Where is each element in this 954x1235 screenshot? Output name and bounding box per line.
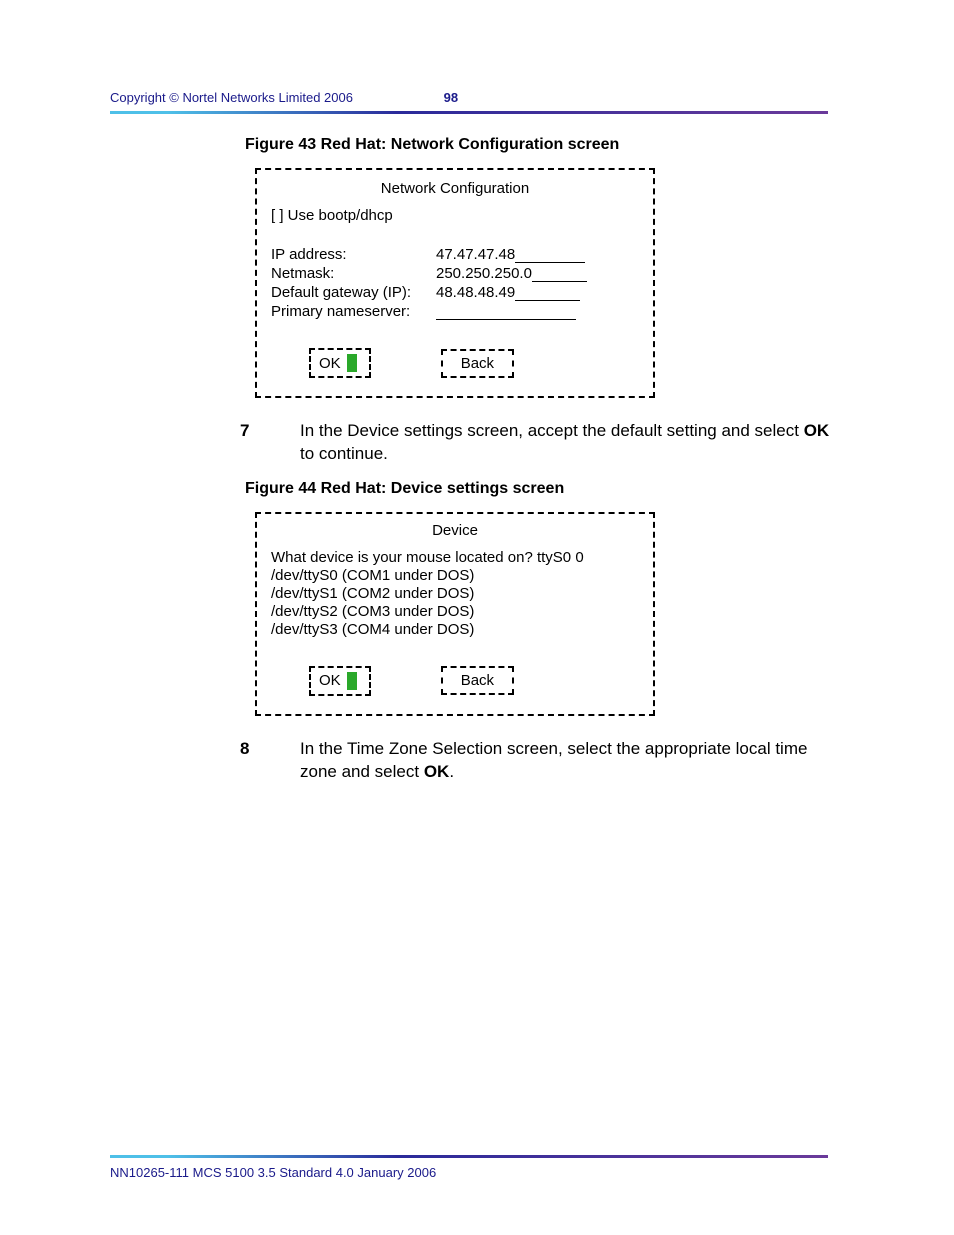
ip-label: IP address:	[271, 246, 436, 263]
device-option-2[interactable]: /dev/ttyS2 (COM3 under DOS)	[271, 603, 639, 620]
page-header: Copyright © Nortel Networks Limited 2006…	[110, 90, 844, 105]
figure-43-caption: Figure 43 Red Hat: Network Configuration…	[245, 136, 844, 154]
device-question: What device is your mouse located on? tt…	[271, 549, 639, 566]
gateway-row: Default gateway (IP): 48.48.48.49	[271, 284, 639, 301]
step-7: 7 In the Device settings screen, accept …	[240, 420, 844, 466]
ok-button[interactable]: OK	[309, 348, 371, 378]
gateway-label: Default gateway (IP):	[271, 284, 436, 301]
netmask-value[interactable]: 250.250.250.0	[436, 265, 587, 282]
cursor-icon	[347, 354, 357, 372]
device-option-3[interactable]: /dev/ttyS3 (COM4 under DOS)	[271, 621, 639, 638]
ip-value[interactable]: 47.47.47.48	[436, 246, 585, 263]
nameserver-row: Primary nameserver:	[271, 303, 639, 320]
page-number: 98	[444, 90, 458, 105]
ip-address-row: IP address: 47.47.47.48	[271, 246, 639, 263]
ok-label-device: OK	[319, 672, 341, 689]
bootp-checkbox-row[interactable]: [ ] Use bootp/dhcp	[271, 207, 639, 224]
dialog-buttons: OK Back	[309, 348, 639, 378]
netmask-row: Netmask: 250.250.250.0	[271, 265, 639, 282]
cursor-icon	[347, 672, 357, 690]
ok-label: OK	[319, 355, 341, 372]
device-settings-dialog: Device What device is your mouse located…	[255, 512, 655, 716]
dialog-title: Network Configuration	[271, 180, 639, 197]
dialog-title-device: Device	[271, 522, 639, 539]
netmask-label: Netmask:	[271, 265, 436, 282]
network-config-dialog: Network Configuration [ ] Use bootp/dhcp…	[255, 168, 655, 398]
back-button-device[interactable]: Back	[441, 666, 514, 695]
device-option-0[interactable]: /dev/ttyS0 (COM1 under DOS)	[271, 567, 639, 584]
footer-rule	[110, 1155, 828, 1158]
device-dialog-buttons: OK Back	[309, 666, 639, 696]
footer-text: NN10265-111 MCS 5100 3.5 Standard 4.0 Ja…	[110, 1165, 436, 1180]
step-8-number: 8	[240, 738, 300, 784]
back-button[interactable]: Back	[441, 349, 514, 378]
step-8: 8 In the Time Zone Selection screen, sel…	[240, 738, 844, 784]
nameserver-value[interactable]	[436, 303, 576, 320]
back-label-device: Back	[461, 672, 494, 689]
header-rule	[110, 111, 828, 114]
step-7-text: In the Device settings screen, accept th…	[300, 420, 830, 466]
step-7-number: 7	[240, 420, 300, 466]
ok-button-device[interactable]: OK	[309, 666, 371, 696]
step-8-text: In the Time Zone Selection screen, selec…	[300, 738, 830, 784]
device-option-1[interactable]: /dev/ttyS1 (COM2 under DOS)	[271, 585, 639, 602]
gateway-value[interactable]: 48.48.48.49	[436, 284, 580, 301]
page-body: Copyright © Nortel Networks Limited 2006…	[0, 0, 954, 832]
back-label: Back	[461, 355, 494, 372]
copyright-text: Copyright © Nortel Networks Limited 2006	[110, 90, 440, 105]
figure-44-caption: Figure 44 Red Hat: Device settings scree…	[245, 480, 844, 498]
nameserver-label: Primary nameserver:	[271, 303, 436, 320]
